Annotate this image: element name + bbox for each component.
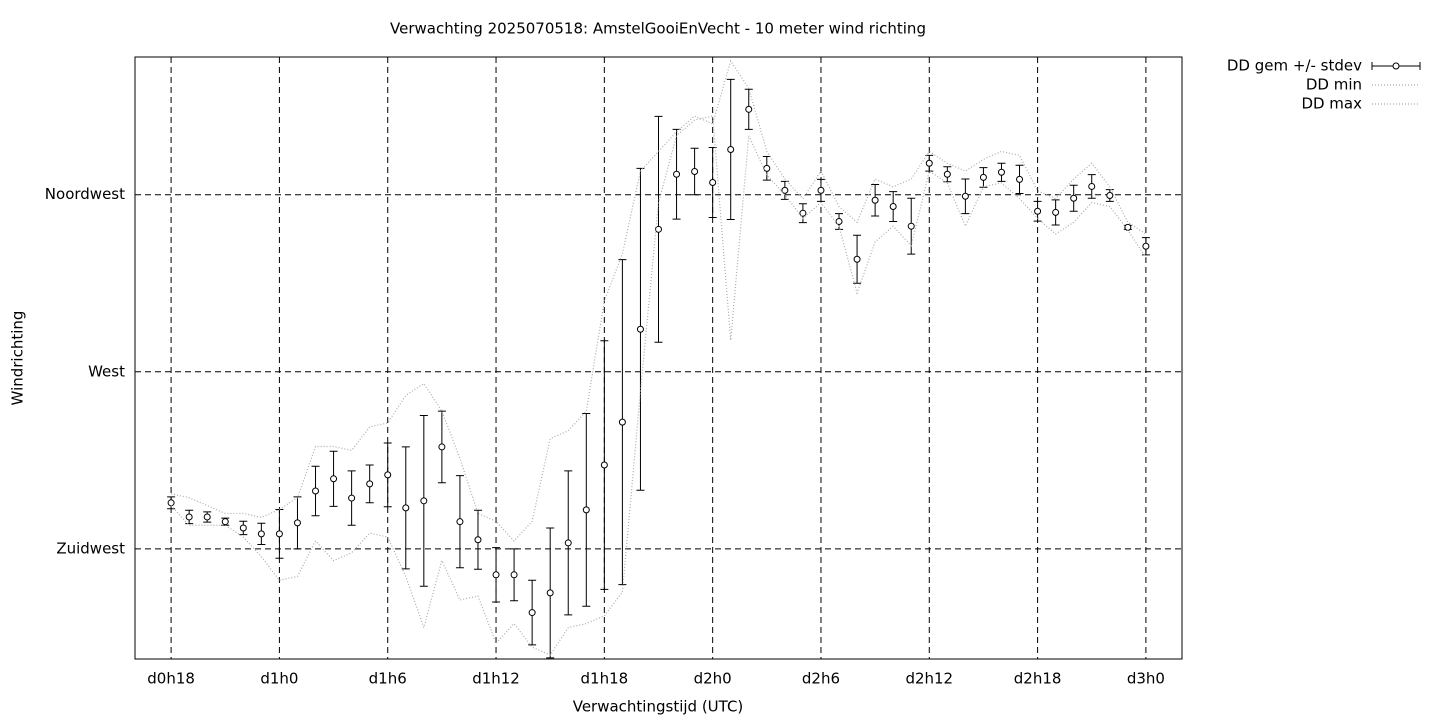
x-tick-label: d1h12: [472, 670, 520, 688]
x-tick-label: d2h0: [694, 670, 732, 688]
point: [564, 539, 572, 547]
point: [456, 518, 464, 526]
point: [239, 524, 247, 532]
point: [420, 497, 428, 505]
point: [745, 105, 753, 113]
point: [185, 513, 193, 521]
point: [1034, 207, 1042, 215]
chart-title: Verwachting 2025070518: AmstelGooiEnVech…: [390, 20, 926, 38]
point: [1106, 191, 1114, 199]
x-axis-label: Verwachtingstijd (UTC): [573, 698, 744, 716]
point: [907, 222, 915, 230]
x-tick-label: d0h18: [147, 670, 195, 688]
point: [817, 186, 825, 194]
point: [438, 443, 446, 451]
x-tick-label: d2h12: [905, 670, 953, 688]
point: [871, 196, 879, 204]
point: [1142, 242, 1150, 250]
point: [889, 203, 897, 211]
point: [691, 167, 699, 175]
point: [348, 494, 356, 502]
point: [636, 325, 644, 333]
point: [763, 164, 771, 172]
legend-swatch: [1392, 62, 1400, 70]
series-line: [170, 59, 1147, 542]
point: [275, 530, 283, 538]
point: [781, 186, 789, 194]
point: [402, 504, 410, 512]
point: [1088, 182, 1096, 190]
legend-label: DD gem +/- stdev: [1227, 57, 1362, 75]
point: [510, 571, 518, 579]
point: [799, 209, 807, 217]
x-tick-label: d1h6: [369, 670, 407, 688]
series-line: [170, 115, 1147, 656]
y-tick-label: Noordwest: [45, 185, 125, 203]
x-tick-label: d1h0: [260, 670, 298, 688]
point: [709, 179, 717, 187]
x-tick-label: d2h6: [802, 670, 840, 688]
point: [997, 168, 1005, 176]
point: [1070, 194, 1078, 202]
point: [673, 170, 681, 178]
point: [1016, 175, 1024, 183]
legend-label: DD min: [1306, 76, 1362, 94]
point: [221, 518, 229, 526]
point: [961, 192, 969, 200]
point: [1052, 208, 1060, 216]
x-tick-label: d2h18: [1014, 670, 1062, 688]
point: [600, 461, 608, 469]
point: [618, 418, 626, 426]
point: [853, 255, 861, 263]
point: [330, 475, 338, 483]
point: [293, 519, 301, 527]
point: [366, 480, 374, 488]
y-tick-label: West: [88, 362, 125, 380]
point: [943, 170, 951, 178]
point: [528, 609, 536, 617]
x-tick-label: d1h18: [581, 670, 629, 688]
point: [474, 536, 482, 544]
point: [835, 217, 843, 225]
point: [546, 589, 554, 597]
y-axis-label: Windrichting: [9, 311, 27, 406]
point: [257, 530, 265, 538]
y-tick-label: Zuidwest: [56, 539, 125, 557]
point: [312, 487, 320, 495]
point: [384, 471, 392, 479]
point: [979, 173, 987, 181]
point: [492, 571, 500, 579]
point: [582, 506, 590, 514]
point: [167, 499, 175, 507]
plot-frame: [134, 56, 1183, 660]
point: [727, 145, 735, 153]
point: [203, 513, 211, 521]
point: [925, 159, 933, 167]
x-tick-label: d3h0: [1127, 670, 1165, 688]
legend-label: DD max: [1301, 95, 1362, 113]
